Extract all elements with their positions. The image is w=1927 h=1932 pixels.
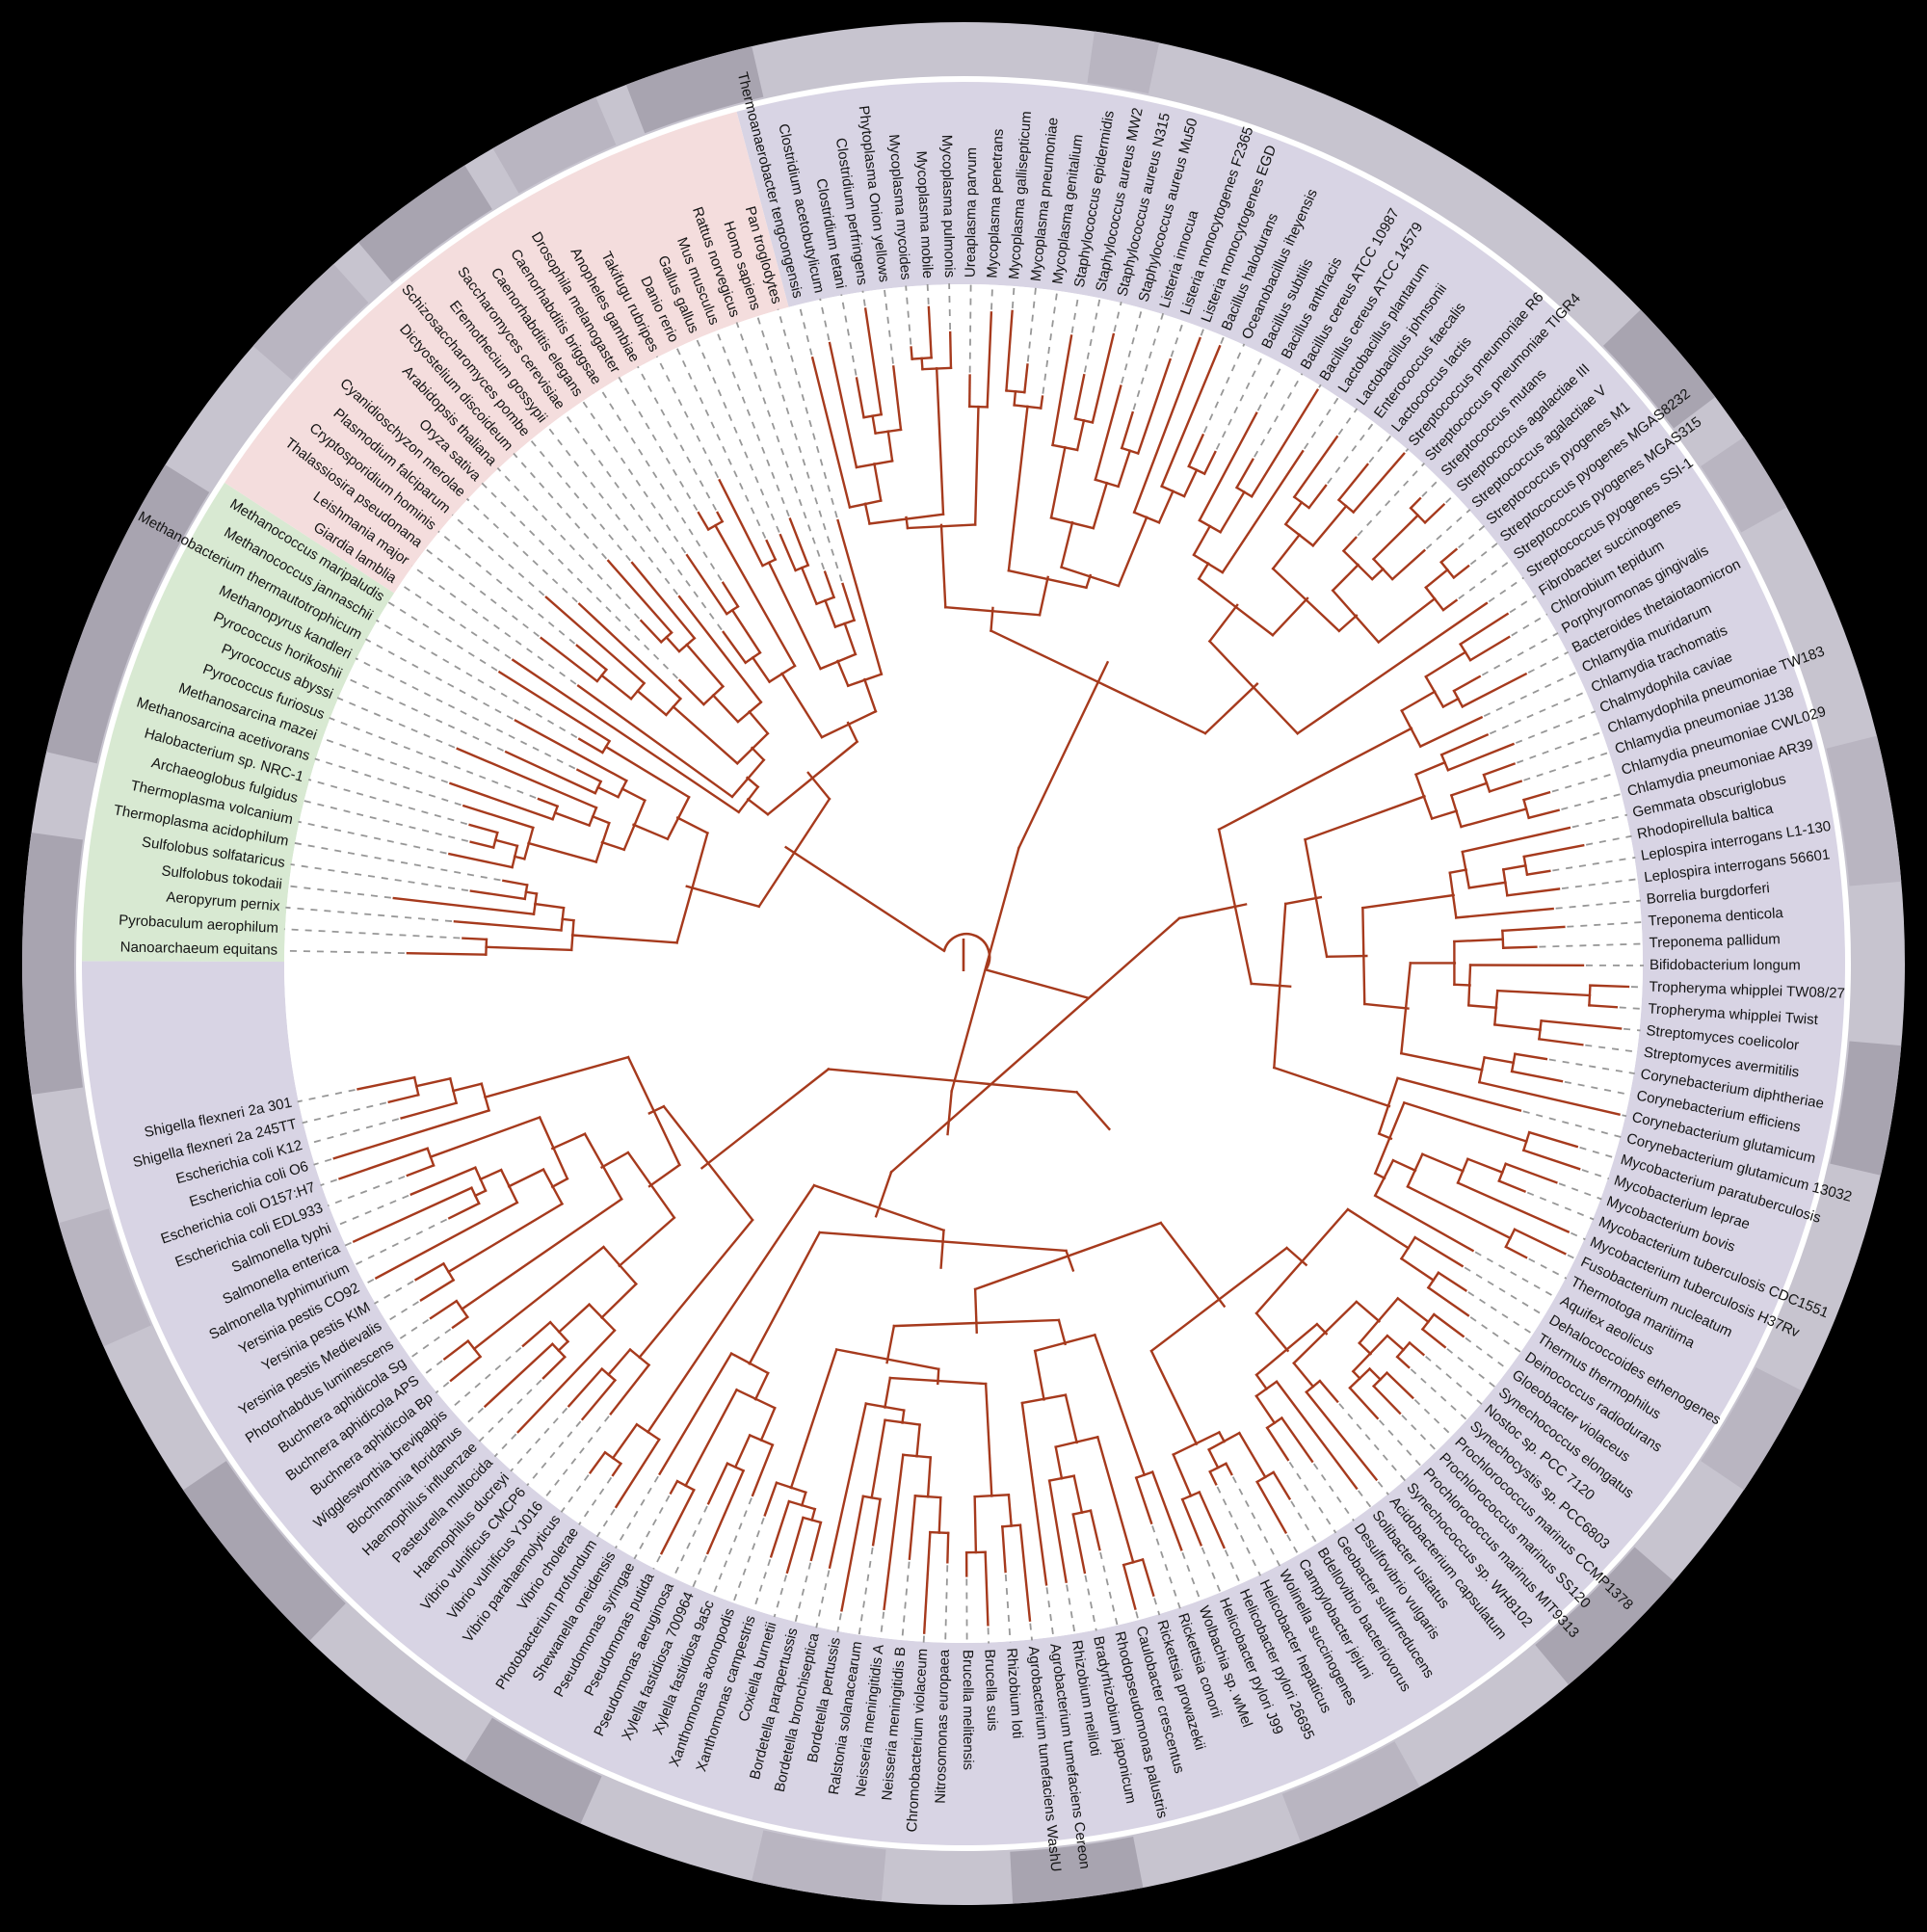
tree-branch [1590,986,1628,987]
tree-branch [1015,391,1016,405]
outer-ring-segment [1087,32,1159,94]
tree-branch [563,919,574,920]
tree-branch [1503,947,1536,948]
tree-branch [462,939,487,940]
tree-branch [975,1496,976,1552]
tree-branch [1454,985,1469,986]
leaf-connector [1622,1115,1626,1116]
leaf-label: Brucella melitensis [960,1650,977,1770]
leaf-label: Nanoarchaeum equitans [120,940,278,959]
leaf-label: Brucella suis [981,1649,1000,1732]
tree-branch [907,517,908,528]
tree-branch [922,358,923,369]
tree-branch [903,1411,905,1423]
tree-branch [947,1533,948,1562]
tree-branch [1041,397,1043,409]
outer-ring-segment [22,833,83,1095]
tree-branch [939,1497,941,1532]
tree-branch [975,1289,977,1333]
tree-branch [408,953,486,955]
leaf-label: Ureaplasma parvum [963,147,980,278]
tree-branch [1327,956,1366,957]
tree-branch [950,332,951,368]
leaf-label: Mycoplasma pulmonis [938,135,958,278]
tree-branch [937,1369,938,1384]
tree-branch [911,348,912,359]
leaf-label: Bifidobacterium longum [1650,957,1801,973]
